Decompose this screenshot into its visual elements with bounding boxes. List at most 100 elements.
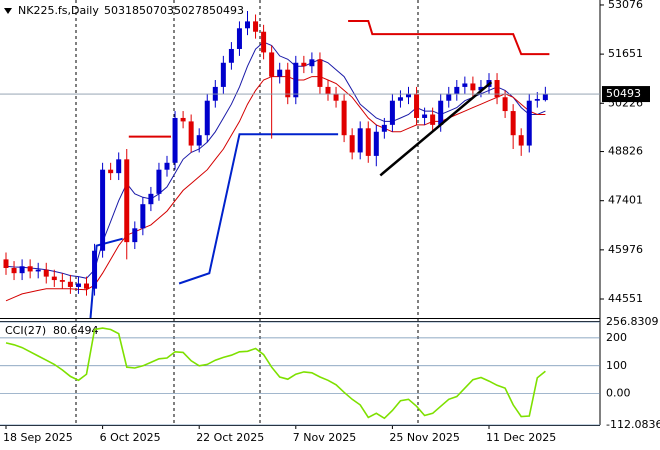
candle-body	[43, 269, 49, 277]
cci-tick-label: -112.0836	[606, 418, 660, 431]
candle-body	[526, 100, 532, 146]
y-tick-label: 45976	[608, 243, 643, 256]
candle-body	[325, 86, 331, 94]
level-line	[178, 133, 339, 285]
candle-body	[430, 114, 436, 125]
level-line	[89, 237, 123, 319]
cci-tick-label: 256.8309	[606, 315, 659, 328]
candle-body	[35, 269, 41, 272]
candle-body	[317, 59, 323, 87]
x-tick-label: 25 Nov 2025	[389, 431, 459, 444]
candle-body	[156, 169, 162, 194]
candle-body	[293, 62, 299, 98]
candle-body	[140, 204, 146, 229]
indicator-title: CCI(27)	[5, 324, 46, 337]
candle-body	[100, 169, 106, 251]
candle-body	[494, 80, 500, 98]
candle-body	[19, 266, 25, 274]
candle-body	[11, 267, 17, 274]
candle-body	[510, 111, 516, 136]
candle-body	[180, 117, 186, 122]
candle-body	[269, 52, 275, 77]
y-tick-label: 44551	[608, 292, 643, 305]
collapse-icon	[4, 8, 12, 14]
candle-body	[301, 62, 307, 67]
candle-body	[462, 83, 468, 87]
x-tick-label: 6 Oct 2025	[100, 431, 161, 444]
candle-body	[51, 276, 57, 281]
ohlc-high: 50703	[139, 4, 174, 17]
candle-body	[285, 69, 291, 98]
ohlc-open: 50318	[104, 4, 139, 17]
cci-line	[5, 327, 546, 420]
candle-body	[422, 114, 428, 118]
candle-body	[204, 100, 210, 136]
candle-body	[75, 283, 81, 287]
candle-body	[261, 31, 267, 53]
candle-body	[27, 266, 33, 272]
candle-body	[164, 162, 170, 170]
candle-body	[253, 21, 259, 32]
x-tick-label: 11 Dec 2025	[486, 431, 556, 444]
candle-body	[406, 93, 411, 98]
candle-body	[470, 83, 476, 91]
trendline	[379, 81, 493, 177]
candle-body	[542, 94, 548, 101]
candle-body	[3, 259, 9, 268]
candle-body	[446, 93, 452, 101]
indicator-value: 80.6494	[53, 324, 99, 337]
candle-body	[381, 124, 387, 132]
ohlc-close: 50493	[209, 4, 244, 17]
y-tick-label: 47401	[608, 194, 643, 207]
level-line	[348, 20, 550, 56]
candle-body	[502, 97, 508, 112]
candle-body	[220, 62, 226, 87]
candle-body	[116, 159, 122, 174]
price-label: 50493	[606, 87, 641, 100]
candle-body	[59, 280, 65, 282]
candle-body	[478, 86, 484, 91]
candle-body	[518, 135, 524, 146]
y-tick-label: 53076	[608, 0, 643, 11]
candle-body	[124, 159, 130, 243]
candle-body	[228, 48, 234, 63]
cci-tick-label: 100	[606, 359, 627, 372]
candle-body	[349, 135, 355, 153]
candle-body	[397, 97, 403, 101]
x-tick-label: 22 Oct 2025	[196, 431, 264, 444]
candle-body	[309, 59, 315, 67]
candle-body	[148, 193, 154, 205]
candle-body	[414, 93, 420, 118]
candle-body	[132, 228, 138, 243]
candle-body	[236, 28, 242, 49]
candle-body	[92, 250, 98, 289]
x-tick-label: 7 Nov 2025	[293, 431, 356, 444]
cci-tick-label: 0.00	[606, 387, 631, 400]
candle-body	[357, 128, 363, 153]
candle-body	[277, 69, 283, 77]
candle-body	[333, 93, 339, 101]
candle-body	[373, 131, 379, 156]
price-label-box	[602, 86, 650, 103]
candle-body	[67, 281, 73, 287]
candle-body	[188, 121, 194, 146]
candle-body	[454, 86, 460, 94]
ohlc-low: 50278	[174, 4, 209, 17]
candle-body	[84, 283, 89, 289]
y-tick-label: 48826	[608, 145, 643, 158]
candle-body	[341, 100, 347, 136]
candle-body	[438, 100, 444, 125]
y-tick-label: 51651	[608, 47, 643, 60]
candle-body	[245, 21, 250, 29]
candle-body	[365, 128, 371, 156]
x-tick-label: 18 Sep 2025	[3, 431, 73, 444]
candle-body	[172, 117, 178, 163]
candle-body	[108, 169, 114, 174]
cci-tick-label: 200	[606, 331, 627, 344]
candle-body	[389, 100, 395, 125]
chart-title: NK225.fs,Daily	[18, 4, 99, 17]
candle-body	[196, 135, 202, 146]
candle-body	[534, 98, 540, 101]
